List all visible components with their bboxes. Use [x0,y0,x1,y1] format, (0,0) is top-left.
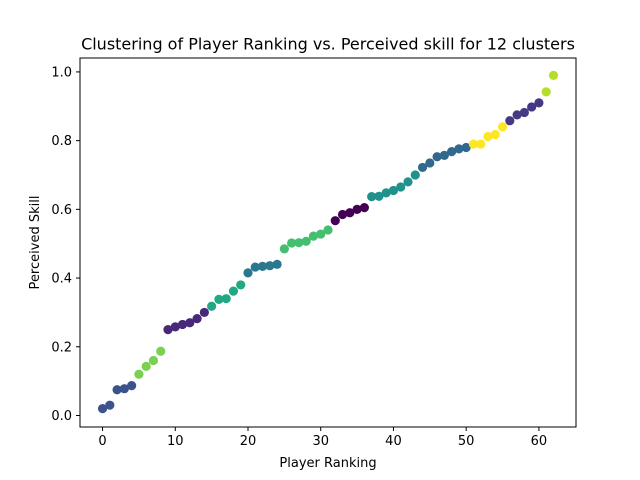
data-point [185,318,195,328]
data-point [461,142,471,153]
data-point [359,203,369,213]
x-tick-label: 60 [531,434,548,449]
data-point [497,122,508,132]
data-point [454,144,464,154]
data-point [279,244,289,254]
data-point [330,216,340,226]
data-point [519,107,529,118]
data-point [527,102,537,112]
data-point [301,236,311,246]
x-tick-label: 30 [312,434,329,449]
data-point [112,385,122,395]
x-tick-label: 40 [385,434,402,449]
data-point [265,261,275,271]
data-point [323,225,333,235]
data-point [388,185,399,196]
data-point [468,139,479,149]
data-point [228,286,239,296]
data-point [141,361,151,371]
data-point [439,150,449,160]
data-point [199,307,209,318]
data-point [381,188,391,198]
data-point [97,404,108,414]
data-point [534,98,544,108]
y-axis-label: Perceived Skill [28,196,43,290]
data-point [148,355,159,366]
data-point [105,400,115,410]
data-point [170,322,180,332]
data-point [417,162,428,173]
data-point [207,301,217,311]
axes-frame [79,57,577,428]
data-point [396,182,406,192]
data-point [505,116,515,126]
plot-area [97,70,559,414]
data-point [163,325,173,335]
x-tick-label: 0 [98,434,106,449]
data-point [192,314,202,324]
data-point [134,369,144,379]
data-point [156,346,166,356]
data-point [374,191,384,201]
x-tick-label: 20 [240,434,257,449]
data-point [272,259,282,269]
x-tick-label: 50 [458,434,475,449]
data-point [541,87,551,97]
y-tick-label: 0.8 [51,134,72,149]
data-point [403,177,413,187]
data-point [490,129,500,140]
data-point [345,208,355,218]
data-point [367,192,377,202]
data-point [548,70,559,80]
data-point [476,139,486,149]
y-tick-label: 0.0 [51,409,72,424]
y-tick-label: 1.0 [51,65,72,80]
x-tick-label: 10 [167,434,184,449]
data-point [127,381,137,391]
data-point [337,209,348,220]
data-point [352,204,362,214]
data-point [119,384,129,394]
y-tick-label: 0.2 [51,340,72,355]
x-axis-label: Player Ranking [279,456,376,471]
y-tick-label: 0.6 [51,203,72,218]
data-point [257,261,268,271]
data-point [214,294,224,304]
data-point [316,229,326,239]
y-tick-label: 0.4 [51,272,72,287]
data-point [243,268,253,278]
data-point [250,262,260,272]
data-point [287,238,297,248]
chart-title: Clustering of Player Ranking vs. Perceiv… [81,35,575,54]
data-point [308,231,319,241]
data-point [410,170,420,180]
data-point [294,238,304,248]
data-point [425,158,435,168]
data-point [236,280,246,290]
data-point [177,319,188,330]
data-point [512,110,522,120]
data-point [432,152,442,162]
data-point [447,147,457,157]
data-point [483,131,493,142]
data-point [221,294,231,304]
